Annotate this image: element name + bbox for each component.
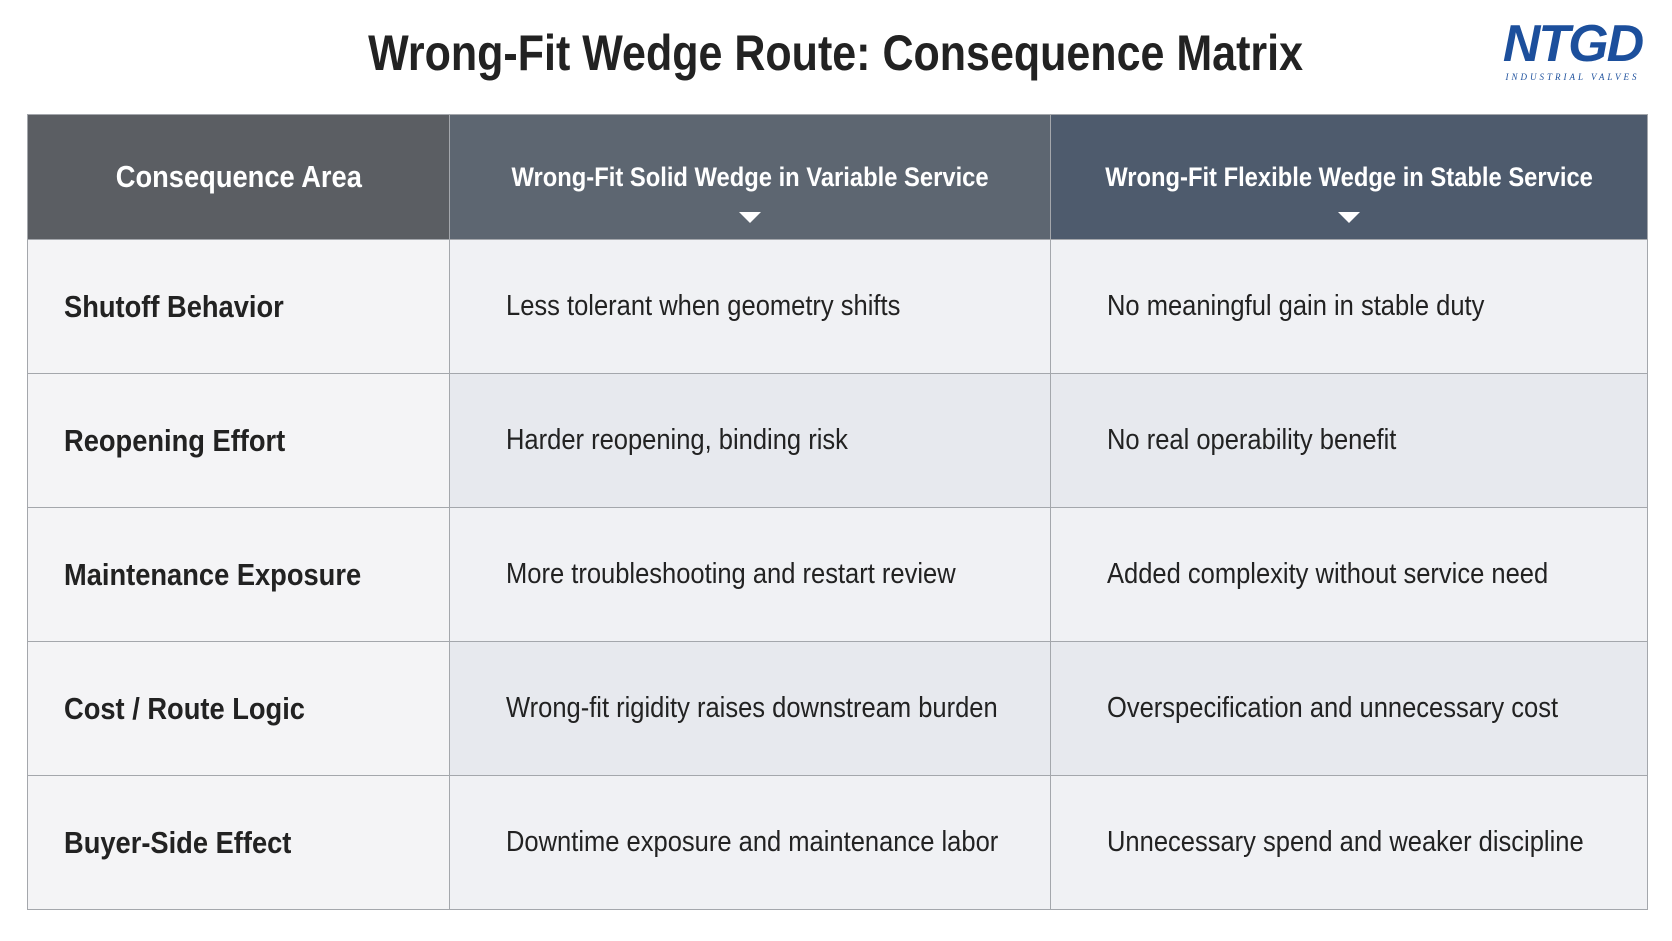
table-row: Buyer-Side Effect Downtime exposure and m… [27, 775, 1648, 910]
header-text: Wrong-Fit Solid Wedge in Variable Servic… [511, 161, 989, 192]
row-label: Cost / Route Logic [27, 641, 450, 776]
title-text: Wrong-Fit Wedge Route: Consequence Matri… [368, 25, 1304, 81]
cell-text: Unnecessary spend and weaker discipline [1107, 826, 1584, 858]
cell-text: More troubleshooting and restart review [506, 558, 956, 590]
table-body: Shutoff Behavior Less tolerant when geome… [27, 239, 1648, 910]
table-cell: Less tolerant when geometry shifts [449, 239, 1051, 374]
header-row: Consequence Area Wrong-Fit Solid Wedge in… [27, 114, 1648, 240]
cell-text: No real operability benefit [1107, 424, 1397, 456]
table-cell: Overspecification and unnecessary cost [1050, 641, 1648, 776]
logo: NTGD INDUSTRIAL VALVES [1485, 16, 1660, 82]
cell-text: Overspecification and unnecessary cost [1107, 692, 1559, 724]
cell-text: Reopening Effort [64, 422, 286, 458]
table-row: Reopening Effort Harder reopening, bindin… [27, 373, 1648, 508]
row-label: Maintenance Exposure [27, 507, 450, 642]
column-header: Wrong-Fit Solid Wedge in Variable Servic… [449, 114, 1051, 240]
column-header: Wrong-Fit Flexible Wedge in Stable Servi… [1050, 114, 1648, 240]
page-title: Wrong-Fit Wedge Route: Consequence Matri… [0, 24, 1672, 82]
cell-text: Downtime exposure and maintenance labor [506, 826, 999, 858]
cell-text: Added complexity without service need [1107, 558, 1549, 590]
table-cell: Downtime exposure and maintenance labor [449, 775, 1051, 910]
table-cell: Harder reopening, binding risk [449, 373, 1051, 508]
table-cell: No real operability benefit [1050, 373, 1648, 508]
header-text: Consequence Area [115, 159, 362, 194]
cell-text: Buyer-Side Effect [64, 824, 292, 860]
table-cell: Unnecessary spend and weaker discipline [1050, 775, 1648, 910]
cell-text: Wrong-fit rigidity raises downstream bur… [506, 692, 998, 724]
logo-tagline: INDUSTRIAL VALVES [1505, 72, 1640, 82]
row-label: Shutoff Behavior [27, 239, 450, 374]
table-row: Cost / Route Logic Wrong-fit rigidity rai… [27, 641, 1648, 776]
table-row: Shutoff Behavior Less tolerant when geome… [27, 239, 1648, 374]
cell-text: Maintenance Exposure [64, 556, 362, 592]
header-text: Wrong-Fit Flexible Wedge in Stable Servi… [1105, 161, 1593, 192]
logo-mark: NTGD [1502, 15, 1644, 73]
row-label: Buyer-Side Effect [27, 775, 450, 910]
row-label: Reopening Effort [27, 373, 450, 508]
cell-text: Less tolerant when geometry shifts [506, 290, 901, 322]
table-cell: Wrong-fit rigidity raises downstream bur… [449, 641, 1051, 776]
cell-text: Cost / Route Logic [64, 690, 305, 726]
table-cell: More troubleshooting and restart review [449, 507, 1051, 642]
cell-text: Shutoff Behavior [64, 288, 284, 324]
table-cell: No meaningful gain in stable duty [1050, 239, 1648, 374]
table-cell: Added complexity without service need [1050, 507, 1648, 642]
cell-text: No meaningful gain in stable duty [1107, 290, 1485, 322]
column-header: Consequence Area [27, 114, 450, 240]
consequence-table: Consequence Area Wrong-Fit Solid Wedge in… [27, 114, 1648, 910]
table-row: Maintenance Exposure More troubleshooting… [27, 507, 1648, 642]
cell-text: Harder reopening, binding risk [506, 424, 848, 456]
